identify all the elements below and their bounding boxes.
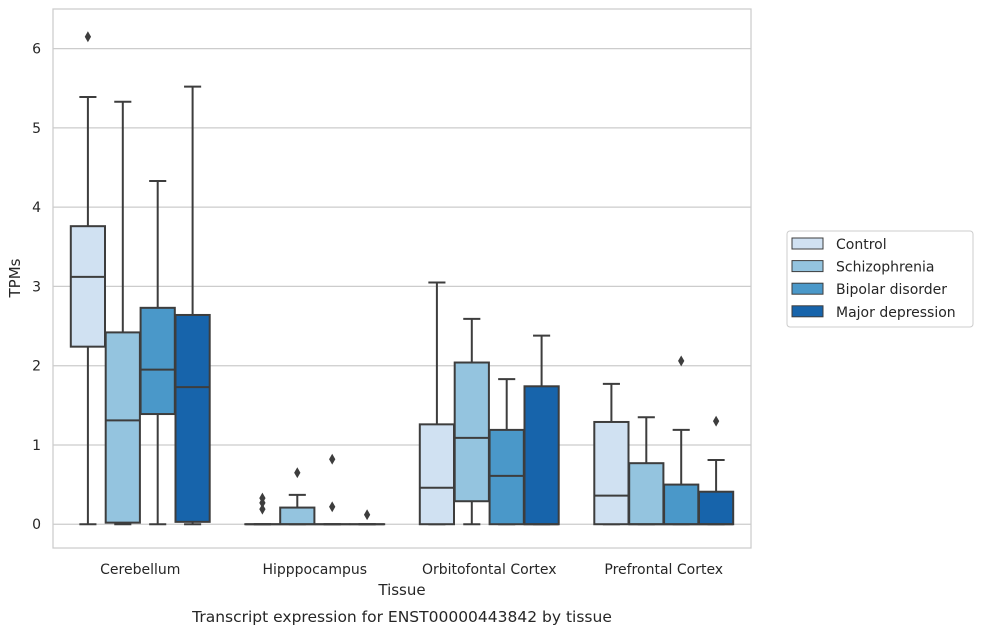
y-axis-ticks: 0 1 2 3 4 5 6 — [32, 42, 41, 534]
y-tick-label: 6 — [32, 42, 41, 58]
box-group — [104, 100, 141, 526]
box-group — [663, 355, 700, 526]
box-group — [418, 281, 456, 526]
box-iqr — [628, 462, 665, 526]
legend-swatch — [791, 260, 824, 273]
x-axis-label: Tissue — [377, 581, 425, 599]
box-iqr — [279, 506, 316, 526]
box-iqr — [697, 490, 735, 526]
legend-label: Control — [836, 237, 887, 253]
legend-swatch — [791, 237, 824, 250]
outlier-point — [329, 501, 336, 513]
box-iqr — [104, 331, 141, 524]
box-iqr — [593, 420, 630, 526]
legend-label: Schizophrenia — [836, 260, 934, 276]
outlier-point — [294, 467, 301, 479]
box-iqr — [418, 423, 456, 526]
box-iqr — [663, 483, 700, 526]
outlier-point — [259, 492, 266, 504]
box-iqr — [453, 361, 490, 503]
boxes-layer — [69, 31, 735, 526]
x-axis-ticks: Cerebellum Hipppocampus Orbitofontal Corte… — [100, 562, 723, 578]
x-tick-label: Prefrontal Cortex — [604, 562, 723, 578]
box-iqr — [523, 385, 560, 526]
y-tick-label: 4 — [32, 200, 41, 216]
outlier-point — [678, 355, 685, 367]
box-iqr — [139, 306, 176, 416]
chart-title: Transcript expression for ENST0000044384… — [191, 608, 612, 626]
y-tick-label: 2 — [32, 359, 41, 375]
legend-frame — [786, 230, 974, 328]
box-group — [628, 416, 665, 526]
y-axis-label: TPMs — [6, 258, 24, 298]
y-tick-label: 5 — [32, 121, 41, 137]
x-tick-label: Orbitofontal Cortex — [422, 562, 557, 578]
outlier-point — [712, 415, 720, 427]
box-group — [279, 467, 316, 526]
outlier-point — [363, 509, 371, 521]
box-group — [348, 509, 386, 526]
box-group — [174, 85, 211, 526]
y-tick-label: 3 — [32, 279, 41, 295]
box-group — [523, 334, 560, 526]
box-group — [593, 382, 630, 526]
box-group — [69, 31, 107, 526]
x-tick-label: Hipppocampus — [262, 562, 367, 578]
y-tick-label: 0 — [32, 517, 41, 533]
box-iqr — [174, 313, 211, 523]
plot-frame — [52, 8, 752, 549]
outlier-point — [329, 453, 336, 465]
box-iqr — [69, 225, 107, 348]
y-tick-label: 1 — [32, 438, 41, 454]
legend: Control Schizophrenia Bipolar disorder Majo… — [786, 230, 974, 328]
legend-label: Bipolar disorder — [836, 282, 947, 298]
box-iqr — [488, 428, 525, 526]
legend-swatch — [791, 282, 824, 295]
legend-swatch — [791, 305, 824, 318]
outlier-point — [84, 31, 92, 43]
legend-label: Major depression — [836, 305, 956, 321]
x-tick-label: Cerebellum — [100, 562, 180, 578]
plot-area — [53, 9, 751, 548]
box-group — [488, 378, 525, 526]
outlier-point — [259, 503, 266, 515]
box-group — [139, 180, 176, 526]
box-group — [697, 415, 735, 526]
